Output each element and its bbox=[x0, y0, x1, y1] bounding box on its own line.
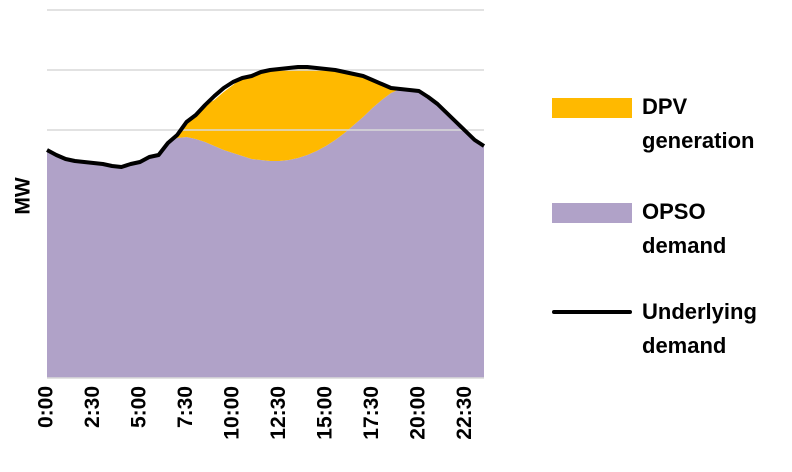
x-tick-label: 17:30 bbox=[360, 386, 383, 440]
area bbox=[47, 67, 484, 167]
chart: MW 0:00 2:30 5:00 7:30 10:00 12:30 15:00 17:30 2… bbox=[12, 9, 486, 440]
x-tick-label: 0:00 bbox=[35, 386, 58, 428]
area bbox=[47, 89, 484, 378]
x-tick-label: 15:00 bbox=[313, 386, 336, 440]
legend-label: DPV generation bbox=[642, 94, 755, 153]
legend-swatch bbox=[552, 98, 632, 118]
x-tick-label: 22:30 bbox=[453, 386, 476, 440]
legend-swatch bbox=[552, 310, 632, 314]
legend-label: Underlying demand bbox=[642, 299, 757, 358]
x-tick-label: 7:30 bbox=[174, 386, 197, 428]
legend-swatch bbox=[552, 203, 632, 223]
x-tick-label: 20:00 bbox=[406, 386, 429, 440]
line bbox=[46, 65, 486, 169]
legend-label: OPSO demand bbox=[642, 199, 727, 258]
y-axis-label: MW bbox=[12, 177, 35, 214]
x-tick-label: 12:30 bbox=[267, 386, 290, 440]
x-tick-label: 10:00 bbox=[221, 386, 244, 440]
x-tick-label: 5:00 bbox=[128, 386, 151, 428]
x-tick-label: 2:30 bbox=[81, 386, 104, 428]
